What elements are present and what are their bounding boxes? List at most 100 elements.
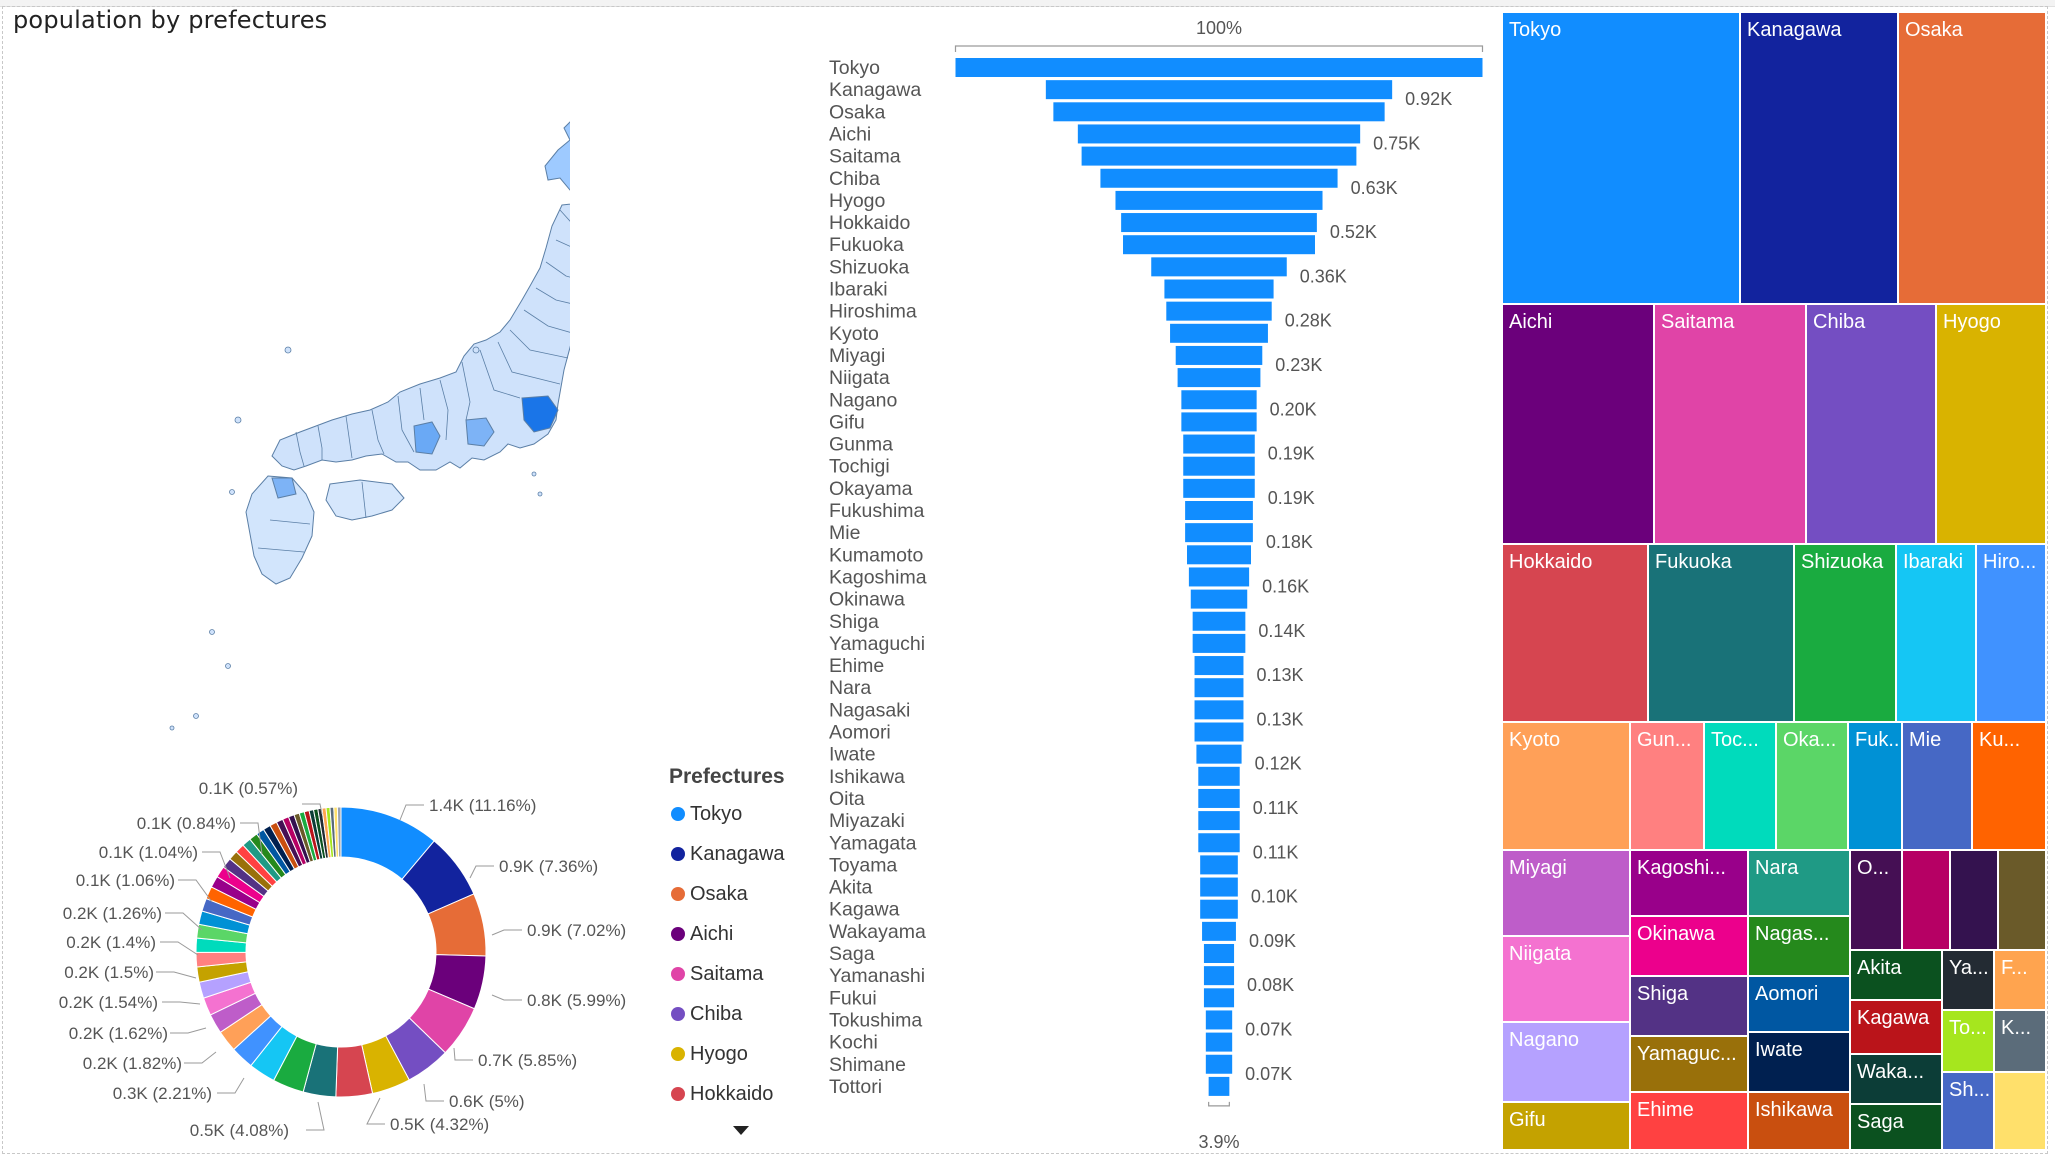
treemap-cell[interactable]: Fuk...: [1848, 722, 1902, 850]
funnel-bar[interactable]: [1123, 235, 1315, 255]
funnel-bar[interactable]: [1198, 833, 1240, 853]
treemap-cell[interactable]: Chiba: [1806, 304, 1936, 544]
funnel-bar[interactable]: [1183, 478, 1255, 498]
treemap-cell[interactable]: K...: [1994, 1010, 2046, 1072]
funnel-bar[interactable]: [1115, 190, 1323, 210]
treemap-cell[interactable]: Hokkaido: [1502, 544, 1648, 722]
funnel-bar[interactable]: [1170, 323, 1268, 343]
legend-item[interactable]: Chiba: [671, 1002, 742, 1026]
funnel-bar[interactable]: [1183, 456, 1255, 476]
funnel-bar[interactable]: [1205, 1010, 1233, 1030]
treemap-cell[interactable]: Saitama: [1654, 304, 1806, 544]
funnel-bar[interactable]: [1198, 788, 1240, 808]
treemap-cell[interactable]: [1998, 850, 2046, 950]
funnel-bar[interactable]: [1200, 899, 1238, 919]
treemap-cell[interactable]: [1950, 850, 1998, 950]
treemap-cell[interactable]: Waka...: [1850, 1054, 1942, 1104]
funnel-bar[interactable]: [1205, 1032, 1233, 1052]
treemap-cell[interactable]: Akita: [1850, 950, 1942, 1000]
legend-item[interactable]: Hokkaido: [671, 1082, 773, 1106]
treemap-cell[interactable]: Hiro...: [1976, 544, 2046, 722]
funnel-bar[interactable]: [1203, 988, 1235, 1008]
treemap-cell[interactable]: Mie: [1902, 722, 1972, 850]
treemap-cell[interactable]: Ku...: [1972, 722, 2046, 850]
treemap-cell[interactable]: O...: [1850, 850, 1902, 950]
treemap-cell[interactable]: Osaka: [1898, 12, 2046, 304]
funnel-bar[interactable]: [1185, 501, 1253, 520]
treemap-cell[interactable]: Ishikawa: [1748, 1092, 1850, 1150]
funnel-bar[interactable]: [1194, 656, 1244, 676]
funnel-bar[interactable]: [1198, 766, 1240, 786]
funnel-bar[interactable]: [1196, 744, 1242, 764]
legend-item[interactable]: Hyogo: [671, 1042, 748, 1066]
funnel-bar[interactable]: [1181, 390, 1257, 410]
treemap-cell[interactable]: Kagoshi...: [1630, 850, 1748, 916]
funnel-bar[interactable]: [1192, 611, 1246, 631]
funnel-bar[interactable]: [1181, 412, 1257, 432]
funnel-bar[interactable]: [1194, 678, 1244, 698]
treemap-cell[interactable]: Shizuoka: [1794, 544, 1896, 722]
funnel-bar[interactable]: [1192, 633, 1246, 653]
funnel-bar[interactable]: [1151, 257, 1287, 277]
funnel-bar[interactable]: [1203, 944, 1235, 963]
funnel-bar[interactable]: [1194, 722, 1244, 742]
treemap-cell[interactable]: F...: [1994, 950, 2046, 1010]
treemap-cell[interactable]: Nagano: [1502, 1022, 1630, 1102]
funnel-bar[interactable]: [1164, 279, 1274, 299]
funnel-bar[interactable]: [1077, 124, 1361, 144]
legend-item[interactable]: Aichi: [671, 922, 733, 946]
treemap-cell[interactable]: Nagas...: [1748, 916, 1850, 976]
treemap-cell[interactable]: To...: [1942, 1010, 1994, 1072]
funnel-bar[interactable]: [1198, 811, 1240, 831]
treemap-cell[interactable]: Nara: [1748, 850, 1850, 916]
treemap-cell[interactable]: [1902, 850, 1950, 950]
treemap-cell[interactable]: Toc...: [1704, 722, 1776, 850]
treemap-cell[interactable]: Kyoto: [1502, 722, 1630, 850]
funnel-bar[interactable]: [1200, 877, 1238, 897]
funnel-bar[interactable]: [1183, 434, 1255, 454]
treemap-cell[interactable]: Gun...: [1630, 722, 1704, 850]
funnel-bar[interactable]: [1187, 545, 1251, 565]
treemap-cell[interactable]: Okinawa: [1630, 916, 1748, 976]
treemap-cell[interactable]: Hyogo: [1936, 304, 2046, 544]
funnel-bar[interactable]: [955, 58, 1483, 77]
donut-slice[interactable]: [336, 806, 342, 858]
treemap-cell[interactable]: Aichi: [1502, 304, 1654, 544]
funnel-bar[interactable]: [1202, 921, 1236, 941]
treemap-cell[interactable]: Ehime: [1630, 1092, 1748, 1150]
funnel-bar[interactable]: [1100, 168, 1338, 188]
legend-item[interactable]: Kanagawa: [671, 842, 785, 866]
treemap-cell[interactable]: Sh...: [1942, 1072, 1994, 1150]
treemap-cell[interactable]: Gifu: [1502, 1102, 1630, 1150]
treemap-cell[interactable]: Yamaguc...: [1630, 1036, 1748, 1092]
legend-item[interactable]: Tokyo: [671, 802, 742, 826]
funnel-bar[interactable]: [1166, 301, 1272, 321]
legend-scroll-down-icon[interactable]: [733, 1126, 749, 1135]
funnel-bar[interactable]: [1045, 80, 1393, 100]
treemap-cell[interactable]: Iwate: [1748, 1032, 1850, 1092]
legend-item[interactable]: Osaka: [671, 882, 748, 906]
treemap-cell[interactable]: Oka...: [1776, 722, 1848, 850]
treemap-cell[interactable]: Niigata: [1502, 936, 1630, 1022]
treemap-cell[interactable]: Fukuoka: [1648, 544, 1794, 722]
treemap-cell[interactable]: Kagawa: [1850, 1000, 1942, 1054]
treemap-cell[interactable]: Shiga: [1630, 976, 1748, 1036]
treemap-cell[interactable]: Ya...: [1942, 950, 1994, 1010]
legend-item[interactable]: Saitama: [671, 962, 763, 986]
treemap-cell[interactable]: [1994, 1072, 2046, 1150]
funnel-bar[interactable]: [1185, 523, 1253, 543]
funnel-bar[interactable]: [1205, 1054, 1233, 1074]
treemap-cell[interactable]: Ibaraki: [1896, 544, 1976, 722]
treemap-cell[interactable]: Miyagi: [1502, 850, 1630, 936]
funnel-bar[interactable]: [1203, 966, 1235, 986]
treemap-cell[interactable]: Aomori: [1748, 976, 1850, 1032]
funnel-bar[interactable]: [1121, 213, 1317, 233]
funnel-bar[interactable]: [1188, 567, 1250, 587]
japan-choropleth-map[interactable]: [150, 40, 570, 740]
treemap-cell[interactable]: Tokyo: [1502, 12, 1740, 304]
funnel-bar[interactable]: [1081, 146, 1357, 166]
funnel-bar[interactable]: [1194, 700, 1244, 720]
funnel-bar[interactable]: [1175, 345, 1263, 365]
funnel-bar[interactable]: [1053, 102, 1385, 122]
funnel-bar[interactable]: [1190, 589, 1248, 609]
